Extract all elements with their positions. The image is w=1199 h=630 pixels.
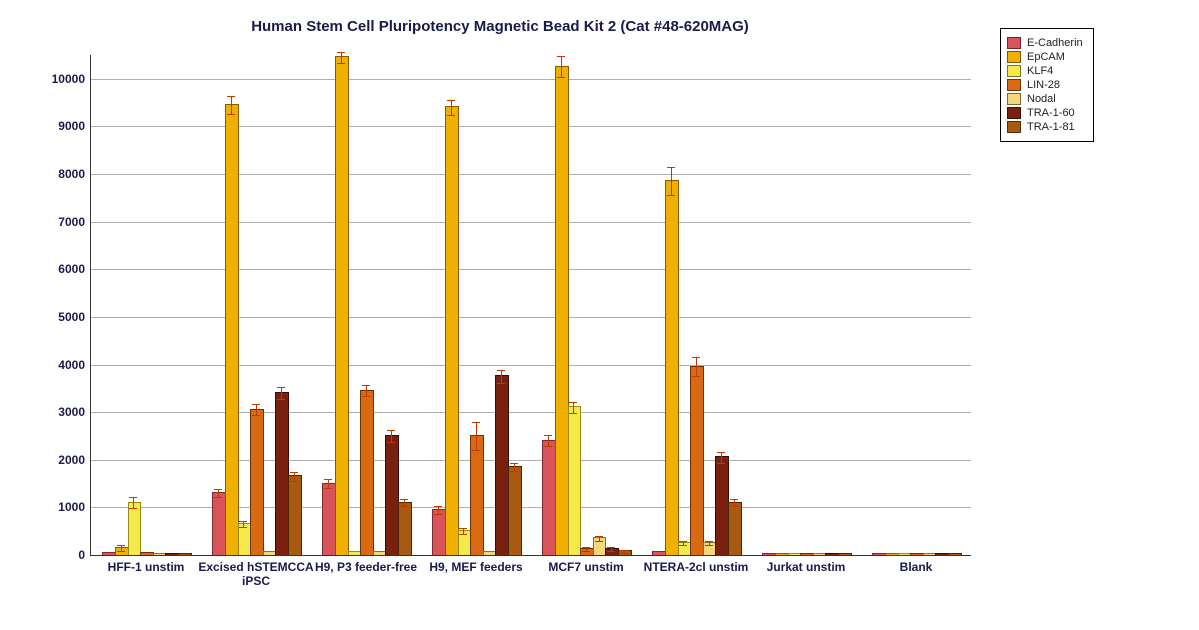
legend: E-Cadherin EpCAM KLF4 LIN-28 Nodal TRA-1-60 TR… bbox=[1000, 28, 1094, 142]
gridline bbox=[91, 174, 971, 175]
bar bbox=[690, 366, 704, 555]
bar bbox=[445, 106, 459, 555]
x-tick-label: NTERA-2cl unstim bbox=[636, 555, 756, 575]
bar bbox=[508, 466, 522, 555]
legend-label: Nodal bbox=[1027, 93, 1056, 105]
legend-item: Nodal bbox=[1007, 93, 1083, 105]
x-tick-label: H9, P3 feeder-free bbox=[306, 555, 426, 575]
bar bbox=[128, 502, 142, 555]
y-tick-label: 7000 bbox=[58, 215, 91, 229]
legend-swatch bbox=[1007, 37, 1021, 49]
bar bbox=[360, 390, 374, 555]
x-tick-label: H9, MEF feeders bbox=[416, 555, 536, 575]
legend-swatch bbox=[1007, 93, 1021, 105]
bar bbox=[728, 502, 742, 555]
legend-label: EpCAM bbox=[1027, 51, 1065, 63]
y-tick-label: 9000 bbox=[58, 119, 91, 133]
legend-item: LIN-28 bbox=[1007, 79, 1083, 91]
legend-label: LIN-28 bbox=[1027, 79, 1060, 91]
y-tick-label: 6000 bbox=[58, 262, 91, 276]
x-tick-label: Jurkat unstim bbox=[746, 555, 866, 575]
legend-item: EpCAM bbox=[1007, 51, 1083, 63]
bar bbox=[250, 409, 264, 555]
y-tick-label: 2000 bbox=[58, 453, 91, 467]
x-tick-label: HFF-1 unstim bbox=[86, 555, 206, 575]
bar bbox=[398, 502, 412, 555]
legend-swatch bbox=[1007, 51, 1021, 63]
legend-label: TRA-1-81 bbox=[1027, 121, 1075, 133]
legend-label: E-Cadherin bbox=[1027, 37, 1083, 49]
bar bbox=[838, 553, 852, 555]
x-tick-label: MCF7 unstim bbox=[526, 555, 646, 575]
gridline bbox=[91, 79, 971, 80]
bar bbox=[948, 553, 962, 555]
legend-swatch bbox=[1007, 65, 1021, 77]
y-tick-label: 5000 bbox=[58, 310, 91, 324]
gridline bbox=[91, 460, 971, 461]
x-tick-label: Blank bbox=[856, 555, 976, 575]
x-tick-label: Excised hSTEMCCA iPSC bbox=[196, 555, 316, 589]
legend-swatch bbox=[1007, 121, 1021, 133]
gridline bbox=[91, 269, 971, 270]
bar bbox=[178, 553, 192, 555]
bar bbox=[225, 104, 239, 555]
legend-item: TRA-1-81 bbox=[1007, 121, 1083, 133]
bar bbox=[568, 406, 582, 555]
legend-swatch bbox=[1007, 107, 1021, 119]
bar bbox=[288, 475, 302, 555]
legend-label: TRA-1-60 bbox=[1027, 107, 1075, 119]
y-tick-label: 8000 bbox=[58, 167, 91, 181]
gridline bbox=[91, 412, 971, 413]
chart-container: Human Stem Cell Pluripotency Magnetic Be… bbox=[0, 0, 1199, 630]
plot-area: 0100020003000400050006000700080009000100… bbox=[90, 55, 971, 556]
legend-swatch bbox=[1007, 79, 1021, 91]
gridline bbox=[91, 222, 971, 223]
legend-item: TRA-1-60 bbox=[1007, 107, 1083, 119]
legend-item: KLF4 bbox=[1007, 65, 1083, 77]
gridline bbox=[91, 126, 971, 127]
y-tick-label: 3000 bbox=[58, 405, 91, 419]
gridline bbox=[91, 317, 971, 318]
bar bbox=[665, 180, 679, 555]
y-tick-label: 1000 bbox=[58, 500, 91, 514]
bar bbox=[335, 56, 349, 555]
y-tick-label: 4000 bbox=[58, 358, 91, 372]
legend-item: E-Cadherin bbox=[1007, 37, 1083, 49]
y-tick-label: 10000 bbox=[52, 72, 91, 86]
bar bbox=[470, 435, 484, 555]
gridline bbox=[91, 365, 971, 366]
legend-label: KLF4 bbox=[1027, 65, 1053, 77]
chart-title: Human Stem Cell Pluripotency Magnetic Be… bbox=[0, 18, 1000, 35]
